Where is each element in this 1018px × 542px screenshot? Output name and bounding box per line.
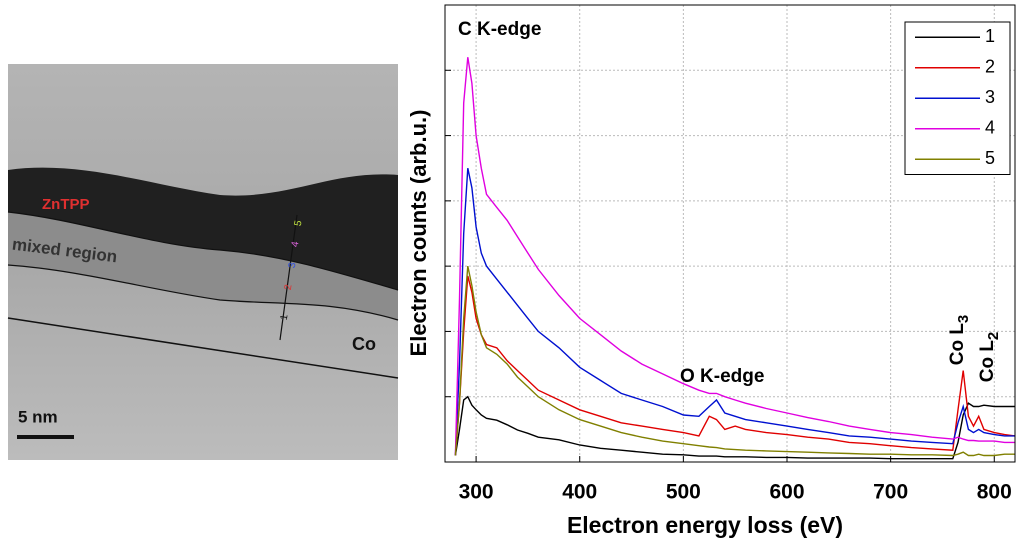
series-line bbox=[454, 275, 1016, 456]
annotation-text: C K-edge bbox=[458, 19, 541, 40]
annotation-text: Co L bbox=[947, 323, 968, 366]
scale-label: 5 nm bbox=[18, 407, 58, 426]
x-axis-label: Electron energy loss (eV) bbox=[567, 512, 843, 538]
series-line bbox=[454, 265, 1015, 457]
legend-label: 3 bbox=[985, 87, 995, 107]
layer-label: Co bbox=[352, 334, 376, 354]
marker: 1 bbox=[279, 313, 291, 321]
legend-label: 4 bbox=[985, 118, 995, 138]
marker: 4 bbox=[290, 240, 302, 248]
marker: 5 bbox=[293, 219, 305, 227]
x-tick-label: 400 bbox=[562, 481, 597, 504]
x-tick-label: 300 bbox=[459, 481, 494, 504]
legend-label: 1 bbox=[985, 26, 995, 46]
x-tick-label: 800 bbox=[977, 481, 1012, 504]
layer-label: ZnTPP bbox=[42, 196, 90, 213]
marker: 3 bbox=[287, 261, 299, 269]
annotation-subscript: 3 bbox=[955, 315, 972, 323]
series-line bbox=[454, 168, 1015, 456]
legend-label: 2 bbox=[985, 57, 995, 77]
scan-line bbox=[279, 214, 298, 341]
boundary bbox=[7, 264, 399, 321]
annotation-text: Co L bbox=[977, 340, 998, 383]
annotation: Co L2 bbox=[977, 332, 1002, 383]
annotation-text: O K-edge bbox=[680, 366, 764, 387]
legend-label: 5 bbox=[985, 148, 995, 168]
series-line bbox=[454, 395, 1015, 460]
annotation: Co L3 bbox=[947, 315, 972, 366]
annotation: O K-edge bbox=[680, 366, 764, 387]
annotation: C K-edge bbox=[458, 19, 541, 40]
series-line bbox=[454, 57, 1015, 456]
y-axis-label: Electron counts (arb.u.) bbox=[406, 110, 431, 357]
x-tick-label: 700 bbox=[873, 481, 908, 504]
boundary bbox=[7, 211, 399, 291]
dark-layer bbox=[8, 167, 398, 290]
x-tick-label: 500 bbox=[666, 481, 701, 504]
micrograph: ZnTPP mixed region Co 1 2 3 4 5 5 nm bbox=[7, 64, 399, 460]
chart: Electron energy loss (eV) Electron count… bbox=[406, 4, 1016, 538]
plot-frame bbox=[444, 4, 1016, 463]
x-tick-label: 600 bbox=[769, 481, 804, 504]
mixed-layer bbox=[8, 212, 398, 320]
co-interface bbox=[7, 317, 399, 379]
marker: 2 bbox=[283, 283, 295, 291]
annotation-subscript: 2 bbox=[985, 332, 1002, 340]
